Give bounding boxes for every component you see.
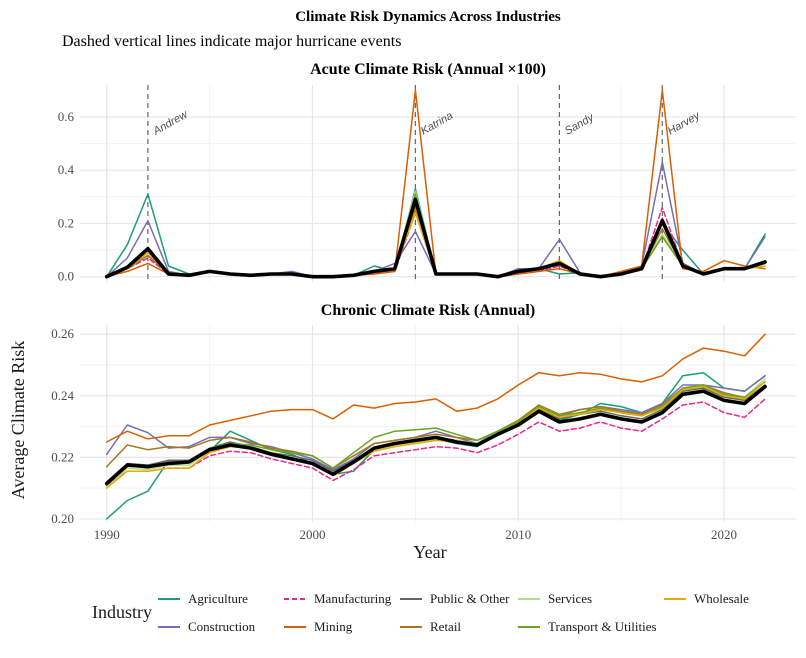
legend-label: Retail [430, 619, 461, 634]
legend-label: Construction [188, 619, 256, 634]
y-tick-label: 0.0 [58, 269, 74, 284]
y-axis-label: Average Climate Risk [8, 341, 28, 500]
legend-title: Industry [92, 602, 152, 622]
y-tick-label: 0.2 [58, 215, 74, 230]
y-tick-label: 0.24 [51, 388, 74, 403]
event-label: Sandy [563, 111, 597, 138]
series-line-construction [105, 375, 766, 471]
x-axis-label: Year [413, 542, 446, 562]
x-tick-label: 1990 [94, 527, 120, 542]
series-line-wholesale [105, 212, 766, 278]
panel-title-acute: Acute Climate Risk (Annual ×100) [310, 61, 546, 78]
y-tick-label: 0.4 [58, 162, 75, 177]
legend-label: Services [548, 591, 592, 606]
event-label: Andrew [151, 108, 191, 138]
chart-subtitle: Dashed vertical lines indicate major hur… [62, 33, 401, 50]
event-label: Katrina [419, 110, 455, 138]
series-line-mean [104, 384, 767, 486]
chronic-panel: 0.20 0.22 0.24 0.26 1990 2000 2010 2020 [51, 325, 796, 542]
legend: Agriculture Construction Manufacturing Mini… [158, 591, 749, 634]
legend-label: Agriculture [188, 591, 248, 606]
y-tick-label: 0.22 [51, 449, 74, 464]
series-line-agriculture [105, 371, 766, 520]
series-line-mean [104, 197, 767, 279]
acute-panel: 0.0 0.2 0.4 0.6 Andrew Katrina Sandy Harvey [58, 85, 796, 284]
legend-label: Public & Other [430, 591, 510, 606]
series-line-retail [105, 381, 766, 469]
legend-label: Mining [314, 619, 353, 634]
x-tick-label: 2020 [711, 527, 737, 542]
legend-label: Transport & Utilities [548, 619, 657, 634]
event-label: Harvey [666, 109, 703, 138]
series-line-wholesale [105, 381, 766, 489]
legend-label: Manufacturing [314, 591, 392, 606]
chart-title: Climate Risk Dynamics Across Industries [295, 9, 561, 25]
legend-label: Wholesale [694, 591, 749, 606]
panel-title-chronic: Chronic Climate Risk (Annual) [321, 302, 535, 319]
x-tick-label: 2000 [299, 527, 325, 542]
y-tick-label: 0.26 [51, 326, 74, 341]
y-tick-label: 0.20 [51, 511, 74, 526]
y-tick-label: 0.6 [58, 109, 75, 124]
x-tick-label: 2010 [505, 527, 531, 542]
series-line-services [105, 190, 766, 278]
series-line-manufacturing [105, 398, 766, 486]
series-line-mining [105, 333, 766, 443]
